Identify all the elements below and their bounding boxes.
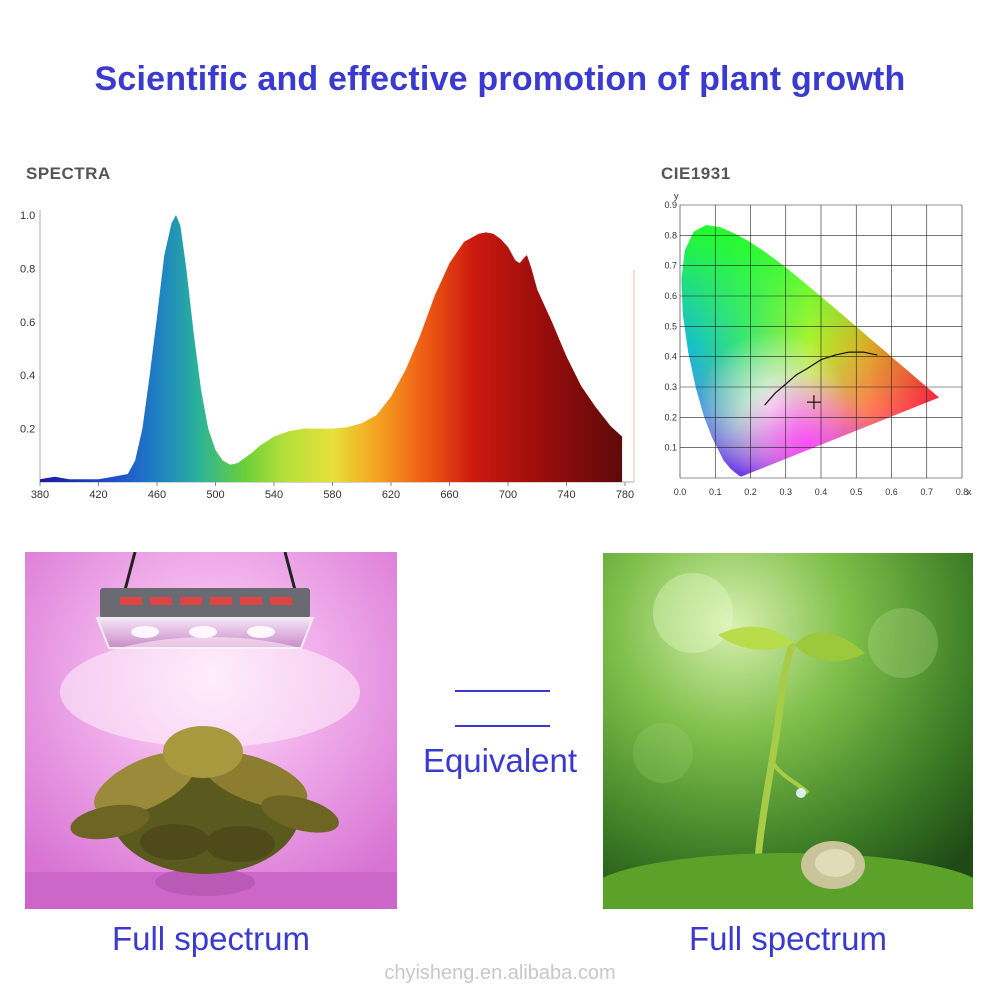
spectra-x-tick-label: 780 [616,489,634,501]
cie-x-tick-label: 0.6 [885,487,898,497]
grow-light-plant-photo [25,552,397,909]
spectra-x-tick-label: 700 [499,489,517,501]
spectra-area [40,215,623,482]
spectra-x-tick-label: 380 [31,489,49,501]
cie-y-tick-label: 0.3 [664,382,677,392]
cie-y-tick-label: 0.8 [664,230,677,240]
equivalent-line-top [455,690,550,692]
spectra-x-tick-label: 740 [557,489,575,501]
cie-y-tick-label: 0.1 [664,443,677,453]
caption-right: Full spectrum [688,920,888,957]
watermark: chyisheng.en.alibaba.com [384,962,616,984]
cie-x-tick-label: 0.7 [920,487,933,497]
caption-left: Full spectrum [111,920,311,957]
spectra-x-tick-label: 580 [323,489,341,501]
spectra-x-tick-label: 420 [89,489,107,501]
cie-y-tick-label: 0.2 [664,412,677,422]
cie-x-tick-label: 0.3 [779,487,792,497]
spectra-x-tick-label: 460 [148,489,166,501]
cie-x-axis-label: x [967,487,972,497]
cie-x-tick-label: 0.4 [815,487,828,497]
cie-y-tick-label: 0.6 [664,291,677,301]
spectra-x-tick-label: 500 [206,489,224,501]
spectra-x-tick-label: 540 [265,489,283,501]
cie-gamut [681,225,940,477]
spectra-y-tick-label: 0.8 [20,263,35,275]
cie-y-tick-label: 0.9 [664,200,677,210]
spectra-y-tick-label: 0.4 [20,370,35,382]
equivalent-label: Equivalent [422,742,578,779]
cie-x-tick-label: 0.0 [674,487,687,497]
cie-chart-title: CIE1931 [661,164,731,183]
spectra-chart: 380 420 460 500 540 580 620 660 700 740 780 0.2 0.4 0… [20,210,635,501]
cie-y-tick-label: 0.5 [664,321,677,331]
spectra-y-tick-label: 0.6 [20,317,35,329]
cie-y-tick-label: 0.4 [664,352,677,362]
spectra-x-tick-label: 660 [440,489,458,501]
equivalent-line-bottom [455,725,550,727]
spectra-x-tick-label: 620 [382,489,400,501]
headline: Scientific and effective promotion of pl… [94,60,906,98]
planckian-locus [764,351,878,406]
chromaticity-marker [806,395,821,410]
cie-x-tick-label: 0.5 [850,487,863,497]
spectra-y-tick-label: 1.0 [20,210,35,222]
cie-y-axis-label: y [674,191,679,201]
cie-x-tick-label: 0.1 [709,487,722,497]
spectra-chart-title: SPECTRA [26,164,111,183]
cie-x-tick-label: 0.8 [956,487,969,497]
seedling-sunlight-photo [603,553,973,909]
cie-chart: 0.0 0.1 0.2 0.3 0.4 0.5 0.6 0.7 0.8 0.1 0.2 0.3 0.4 0… [664,191,972,497]
cie-x-tick-label: 0.2 [744,487,757,497]
cie-y-tick-label: 0.7 [664,261,677,271]
spectra-y-tick-label: 0.2 [20,424,35,436]
